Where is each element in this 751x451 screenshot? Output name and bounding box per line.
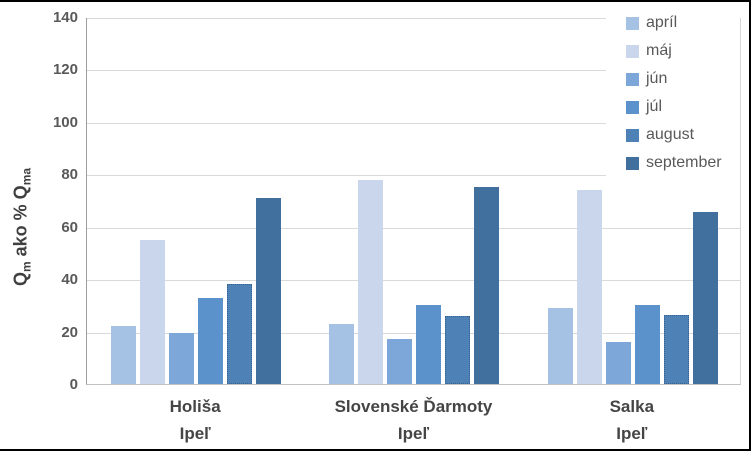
category-river-label: Ipeľ	[397, 424, 430, 443]
x-category-label-Salka: Salka Ipeľ	[523, 393, 741, 447]
bar-apríl-Holiša[interactable]	[111, 326, 137, 384]
bar-september-Holiša[interactable]	[256, 197, 282, 384]
legend-entry-júl[interactable]: júl	[626, 93, 740, 121]
bar-júl-Slovenské Ďarmoty[interactable]	[416, 305, 442, 384]
y-tick-label-20: 20	[61, 323, 78, 341]
bar-jún-Slovenské Ďarmoty[interactable]	[387, 339, 413, 384]
legend-swatch-icon	[626, 128, 639, 142]
bar-group-Salka	[524, 18, 742, 384]
bar-máj-Salka[interactable]	[576, 190, 602, 384]
legend-swatch-icon	[626, 156, 639, 170]
bar-september-Slovenské Ďarmoty[interactable]	[474, 187, 500, 384]
legend-swatch-icon	[626, 72, 639, 86]
legend[interactable]: apríl máj jún júl august september	[606, 5, 740, 181]
y-tick-label-80: 80	[61, 166, 78, 184]
legend-label: august	[646, 126, 695, 143]
category-river-label: Ipeľ	[616, 424, 648, 443]
y-tick-label-120: 120	[52, 61, 78, 79]
bar-group-Holiša	[87, 18, 305, 384]
gridline-y-120	[87, 70, 740, 72]
bar-august-Holiša[interactable]	[227, 284, 253, 384]
category-station-label: Holiša	[169, 397, 221, 416]
legend-entry-máj[interactable]: máj	[626, 37, 740, 65]
x-category-label-Slovenské Ďarmoty: Slovenské Ďarmoty Ipeľ	[304, 393, 522, 447]
gridline-y-100	[87, 122, 740, 124]
bar-august-Salka[interactable]	[663, 314, 689, 384]
bar-máj-Slovenské Ďarmoty[interactable]	[358, 179, 384, 384]
bar-júl-Holiša[interactable]	[198, 297, 224, 384]
legend-entry-august[interactable]: august	[626, 121, 740, 149]
gridline-y-140	[87, 18, 740, 19]
legend-entry-september[interactable]: september	[626, 149, 740, 177]
gridline-y-20	[87, 332, 740, 334]
bar-máj-Holiša[interactable]	[140, 239, 166, 384]
legend-swatch-icon	[626, 100, 639, 114]
bar-august-Slovenské Ďarmoty[interactable]	[445, 315, 471, 384]
legend-label: jún	[646, 70, 668, 87]
category-station-label: Salka	[609, 397, 655, 416]
y-tick-label-100: 100	[52, 113, 78, 131]
legend-label: máj	[646, 42, 672, 59]
legend-swatch-icon	[626, 44, 639, 58]
bar-jún-Salka[interactable]	[605, 342, 631, 384]
bar-apríl-Slovenské Ďarmoty[interactable]	[329, 323, 355, 384]
category-river-label: Ipeľ	[179, 424, 211, 443]
legend-label: september	[646, 154, 722, 171]
bar-september-Salka[interactable]	[692, 212, 718, 384]
gridline-y-80	[87, 175, 740, 177]
bar-júl-Salka[interactable]	[634, 305, 660, 384]
y-axis-title-q2: Q	[10, 185, 31, 200]
bar-group-Slovenské Ďarmoty	[305, 18, 523, 384]
legend-label: júl	[646, 98, 663, 115]
y-tick-label-140: 140	[52, 9, 78, 26]
legend-swatch-icon	[626, 16, 639, 30]
bar-jún-Holiša[interactable]	[169, 332, 195, 384]
y-tick-label-40: 40	[61, 271, 78, 289]
bar-apríl-Salka[interactable]	[547, 307, 573, 384]
legend-label: apríl	[646, 14, 678, 31]
category-station-label: Slovenské Ďarmoty	[334, 397, 493, 416]
plot-area	[86, 18, 741, 385]
gridline-y-40	[87, 280, 740, 282]
x-category-label-Holiša: Holiša Ipeľ	[86, 393, 304, 447]
legend-entry-jún[interactable]: jún	[626, 65, 740, 93]
gridline-y-60	[87, 227, 740, 229]
legend-entry-apríl[interactable]: apríl	[626, 9, 740, 37]
y-tick-label-60: 60	[61, 218, 78, 236]
y-tick-label-0: 0	[69, 376, 78, 393]
